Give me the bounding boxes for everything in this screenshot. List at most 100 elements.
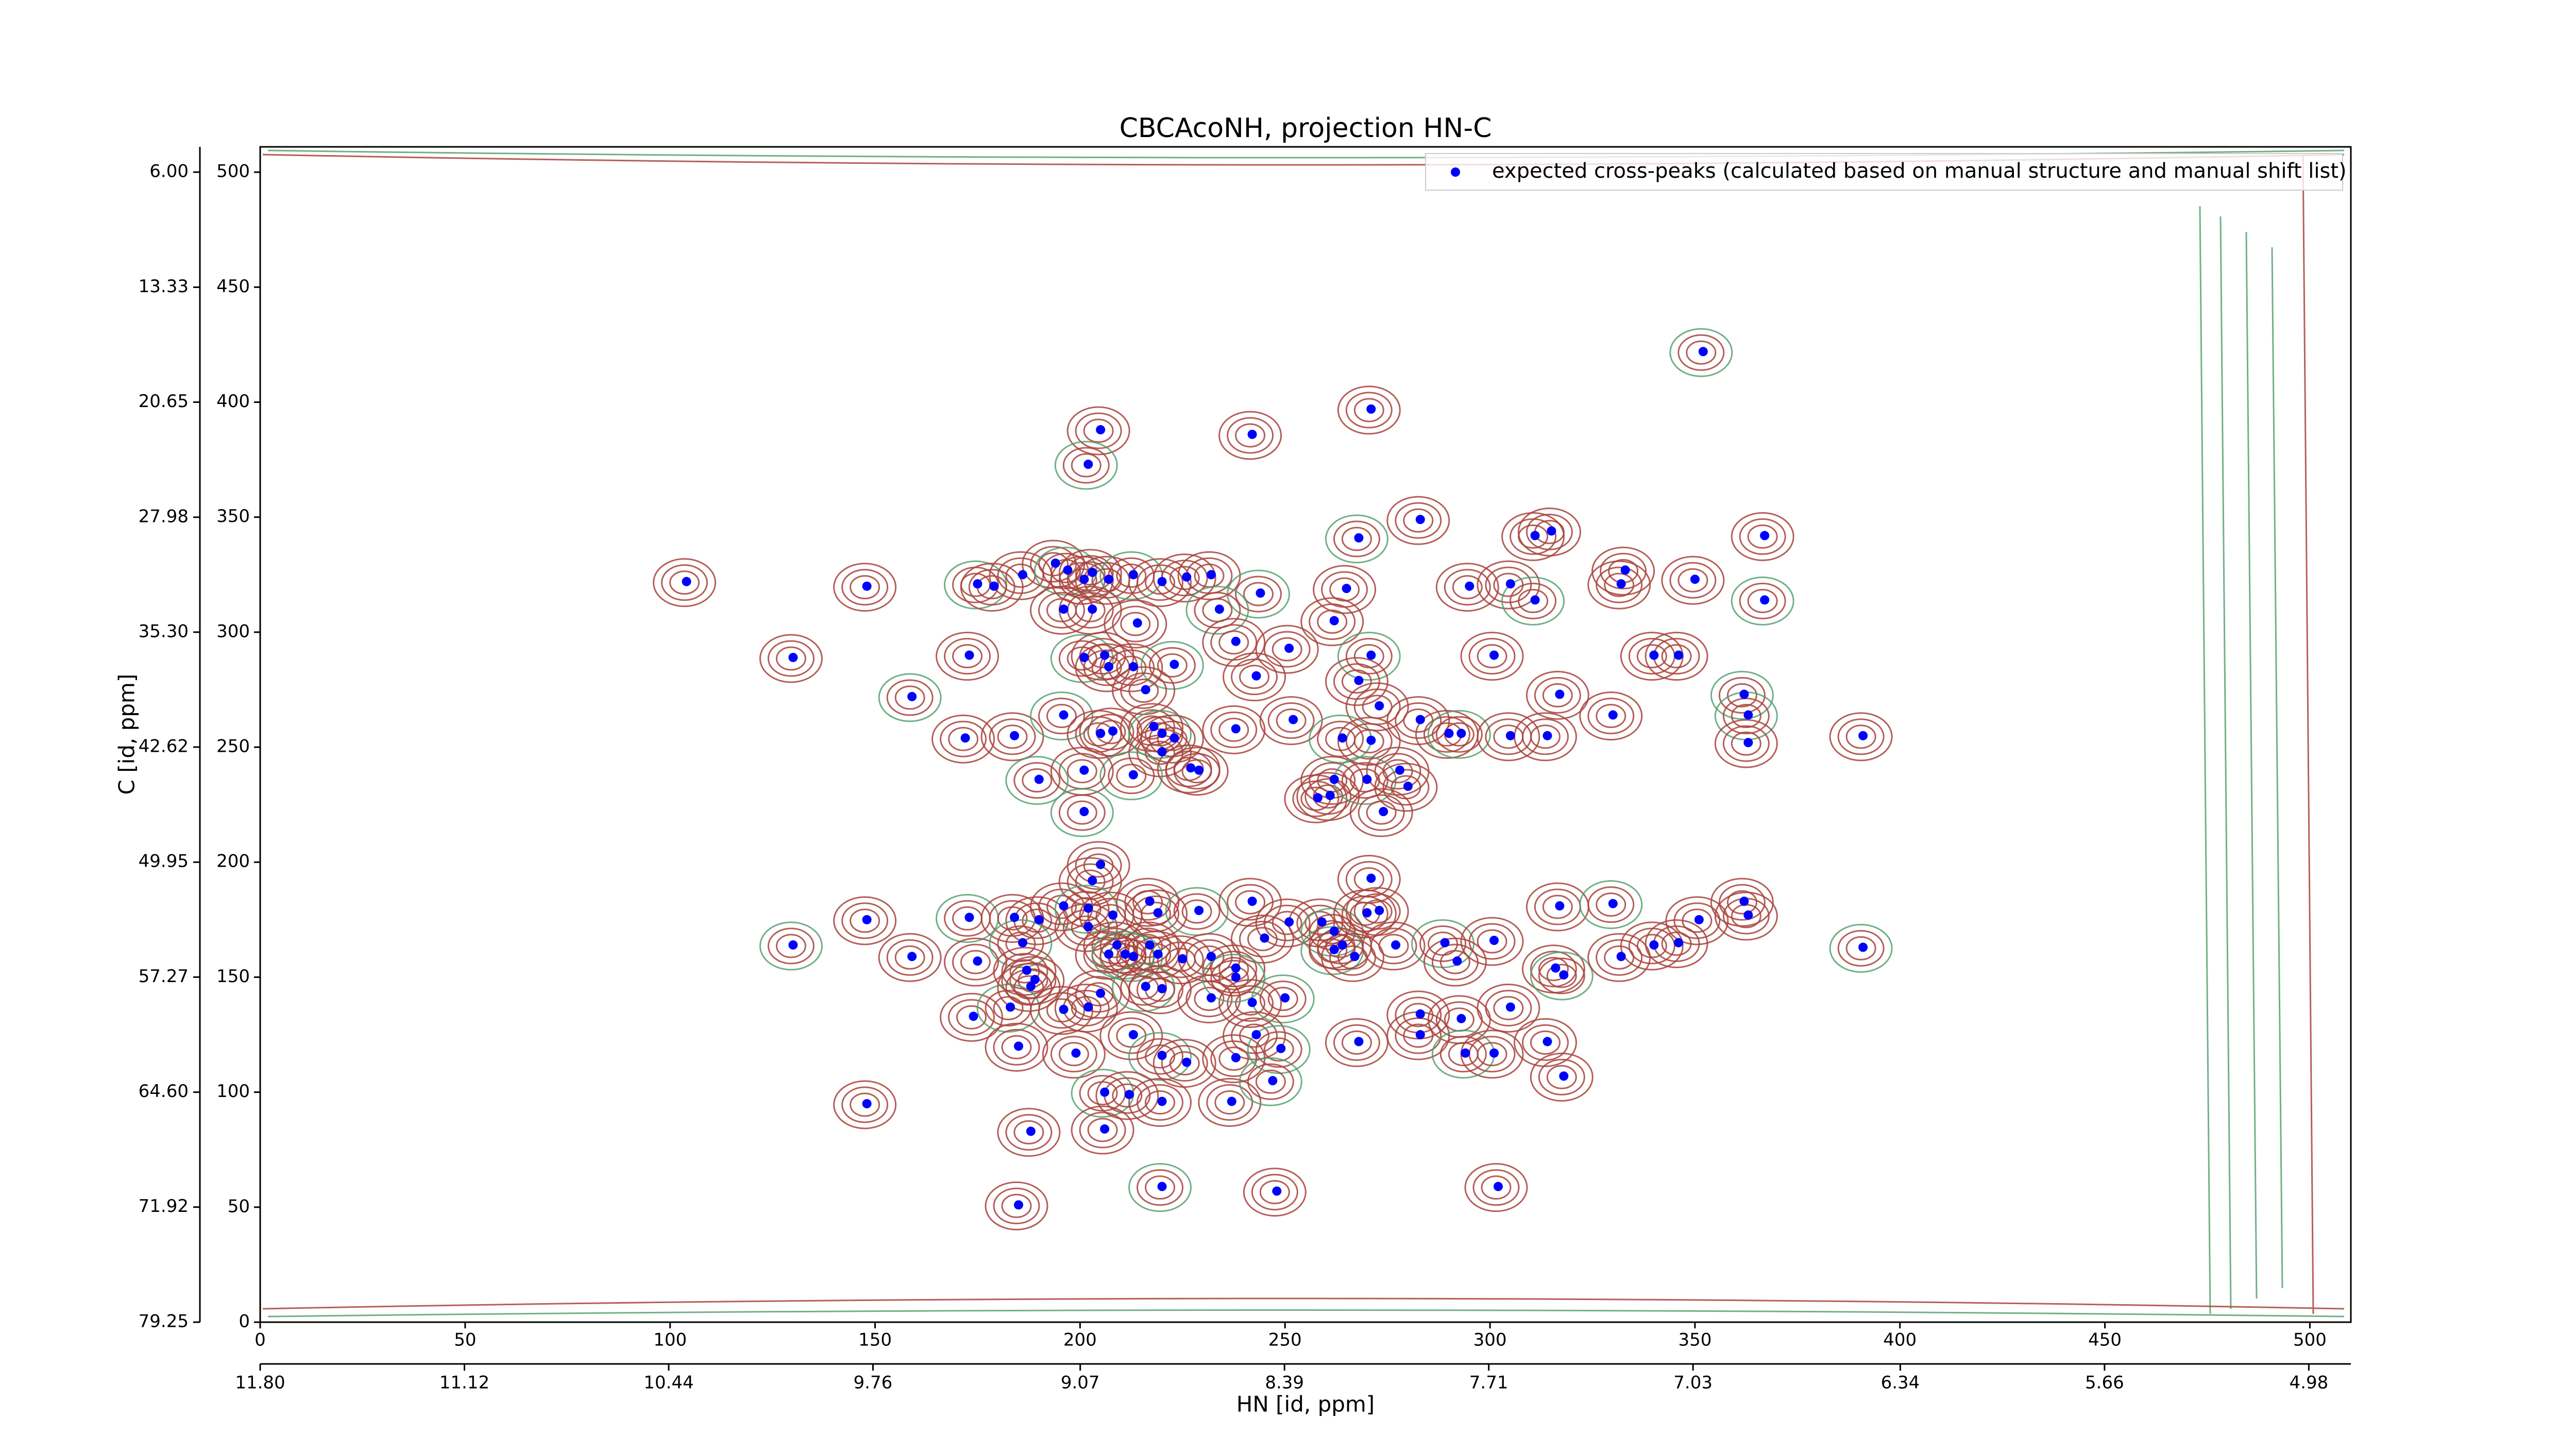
contour <box>1731 731 1761 756</box>
cross-peak <box>1354 1037 1364 1047</box>
contour <box>1534 677 1581 714</box>
contour <box>1022 768 1053 793</box>
contour <box>1054 885 1118 934</box>
contour <box>1276 708 1307 733</box>
cross-peak <box>1104 575 1114 584</box>
contour <box>1218 630 1249 655</box>
cross-peak <box>1362 908 1372 918</box>
contour <box>997 1108 1061 1157</box>
contour <box>1128 1032 1192 1081</box>
legend-marker <box>1451 167 1460 177</box>
cross-peak <box>1157 1182 1167 1191</box>
cross-peak <box>1375 905 1384 915</box>
cross-peak <box>1337 940 1347 950</box>
contour <box>1202 944 1266 994</box>
cross-peak <box>1251 1030 1261 1040</box>
cross-peak <box>1128 952 1138 961</box>
contour <box>1066 406 1130 455</box>
contour <box>1202 953 1266 1003</box>
contour <box>1477 983 1540 1033</box>
contour <box>850 1092 880 1117</box>
cross-peak <box>973 956 982 966</box>
contour <box>1362 921 1426 971</box>
contour <box>1710 878 1774 927</box>
cross-peak <box>1157 729 1167 738</box>
contour <box>1173 753 1221 790</box>
contour <box>1423 937 1487 987</box>
contour <box>1485 566 1532 603</box>
cross-peak <box>1465 581 1475 591</box>
cross-peak <box>1153 908 1163 918</box>
contour <box>1038 592 1086 629</box>
contour <box>1341 527 1372 551</box>
cross-peak <box>1096 988 1106 998</box>
x2-tick-label: 5.66 <box>2085 1373 2124 1393</box>
cross-peak <box>1559 1071 1569 1081</box>
contour <box>1161 1045 1208 1082</box>
cross-peak <box>1153 949 1163 959</box>
cross-peak <box>1366 735 1376 745</box>
contour <box>1075 412 1122 449</box>
contour <box>1181 899 1212 924</box>
cross-peak <box>1415 515 1425 525</box>
contour <box>1739 518 1786 555</box>
contour <box>1358 794 1405 831</box>
contour <box>947 999 995 1036</box>
cross-peak <box>1112 940 1122 950</box>
x-tick-label: 300 <box>1473 1330 1507 1351</box>
contour <box>1075 847 1122 884</box>
contour <box>1587 698 1635 735</box>
y2-tick-label: 49.95 <box>139 851 189 872</box>
cross-peak <box>1674 938 1684 948</box>
cross-peak <box>1489 936 1499 946</box>
y-tick-label: 50 <box>228 1196 250 1217</box>
cross-peak <box>1325 790 1335 800</box>
cross-peak <box>1132 618 1142 628</box>
contour <box>1645 919 1708 968</box>
contour <box>1546 964 1577 988</box>
contour <box>1329 577 1360 602</box>
cross-peak <box>1276 1043 1286 1053</box>
cross-peak <box>1415 1030 1425 1040</box>
cross-peak <box>1231 972 1241 982</box>
contour <box>1099 643 1163 693</box>
contour <box>1546 1065 1577 1089</box>
contour <box>1030 691 1094 741</box>
contour <box>989 718 1036 755</box>
cross-peak <box>1227 1096 1236 1106</box>
cross-peak <box>1461 1048 1470 1058</box>
contour <box>1530 1030 1561 1055</box>
y2-tick-label: 13.33 <box>139 276 189 297</box>
contour <box>1739 582 1786 619</box>
contour <box>1837 930 1885 967</box>
contour <box>1845 724 1876 749</box>
contour <box>1337 631 1401 681</box>
contour <box>1731 512 1794 561</box>
y2-tick-label: 27.98 <box>139 506 189 527</box>
cross-peak <box>1289 715 1298 724</box>
cross-peak <box>1260 933 1269 943</box>
cross-peak <box>1530 595 1540 605</box>
cross-peak <box>1530 531 1540 541</box>
contour <box>1636 644 1667 668</box>
contour <box>1600 552 1647 589</box>
contour <box>1345 637 1393 674</box>
contour <box>1395 702 1442 739</box>
contour <box>1587 886 1635 923</box>
contour <box>1521 718 1569 755</box>
contour <box>1845 936 1876 960</box>
cross-peak <box>1079 652 1089 662</box>
contour <box>960 950 991 974</box>
contour <box>886 679 934 716</box>
contour <box>952 644 983 668</box>
cross-peak <box>1206 952 1216 961</box>
cross-peak <box>1178 954 1188 964</box>
contour <box>1038 698 1086 735</box>
cross-peak <box>1743 738 1753 748</box>
contour <box>1366 800 1397 825</box>
cross-peak <box>1194 905 1204 915</box>
contour <box>1058 1042 1089 1067</box>
contour <box>1677 334 1725 371</box>
contour <box>833 896 897 946</box>
contour <box>1079 1111 1126 1149</box>
